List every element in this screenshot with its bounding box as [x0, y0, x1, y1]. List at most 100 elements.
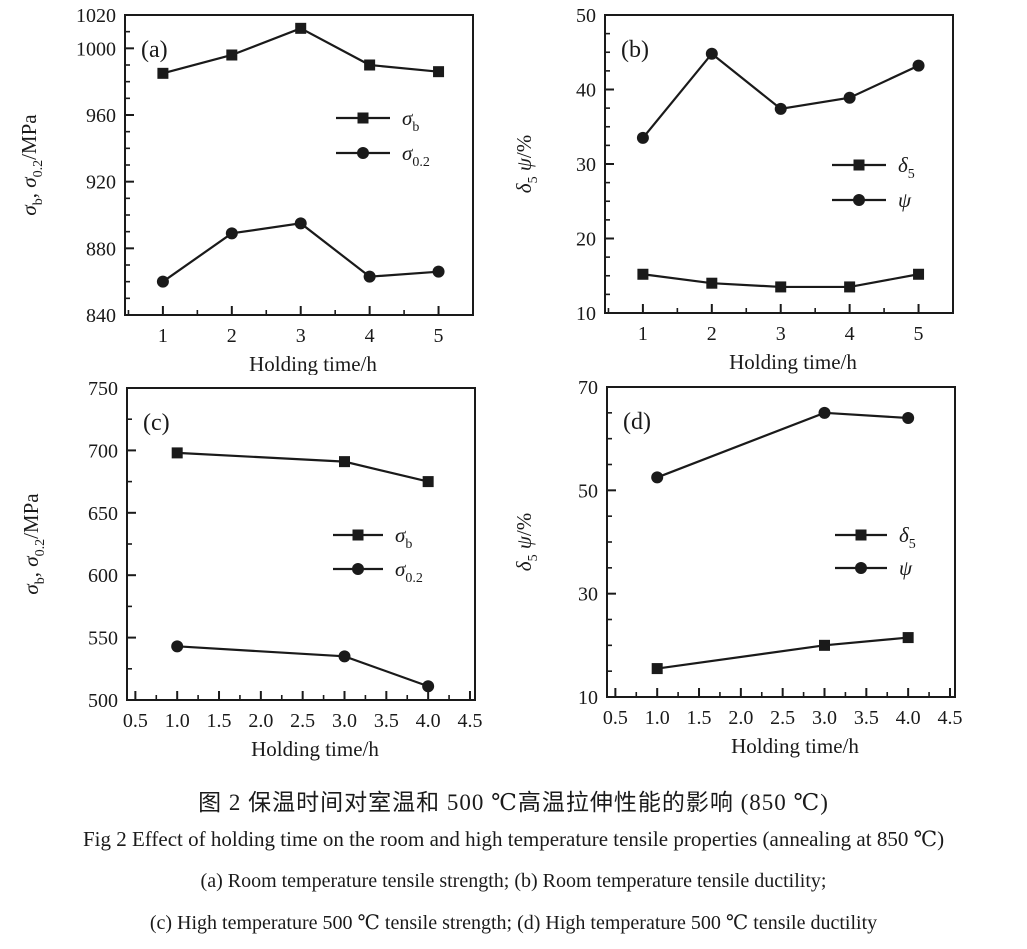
- panel-label-a: (a): [141, 37, 168, 63]
- series-delta-5-marker: [902, 632, 914, 644]
- series-delta-5-marker: [913, 268, 925, 280]
- series-sigma-0-2-marker: [363, 270, 376, 283]
- x-axis-title: Holding time/h: [249, 352, 377, 375]
- series-delta-5-marker: [651, 663, 663, 675]
- y-tick-label: 960: [86, 105, 116, 127]
- x-tick-label: 0.5: [603, 707, 628, 729]
- series-delta-5-marker: [819, 639, 830, 651]
- series-sigma-0-2-marker: [432, 265, 445, 278]
- x-tick-label: 3.5: [854, 707, 879, 729]
- series-sigma-b-marker: [171, 447, 183, 459]
- caption-english: Fig 2 Effect of holding time on the room…: [82, 827, 945, 851]
- series-sigma-b-marker: [364, 59, 376, 71]
- legend-label-sigma-0-2: σ0.2: [402, 141, 430, 170]
- y-tick-label: 70: [578, 377, 598, 399]
- series-psi-marker: [774, 102, 787, 115]
- series-psi-marker: [912, 59, 925, 72]
- series-sigma-b-marker: [422, 476, 434, 488]
- x-tick-label: 3: [776, 323, 786, 345]
- legend-label-sigma-0-2: σ0.2: [395, 557, 423, 586]
- series-delta-5-marker: [637, 268, 649, 280]
- panel-label-b: (b): [621, 37, 649, 63]
- series-sigma-b-marker: [295, 22, 307, 34]
- series-psi-marker: [818, 406, 831, 419]
- x-tick-label: 5: [914, 323, 924, 345]
- series-sigma-0-2-marker: [338, 650, 351, 663]
- y-tick-label: 500: [88, 690, 118, 712]
- x-tick-label: 4.0: [416, 710, 441, 732]
- x-tick-label: 2.0: [248, 710, 273, 732]
- legend-label-delta-5: δ5: [899, 523, 916, 552]
- y-axis-title: δ5 ψ/%: [514, 135, 541, 193]
- x-tick-label: 1: [158, 325, 168, 347]
- x-tick-label: 4.5: [457, 710, 482, 732]
- legend-label-psi: ψ: [899, 556, 913, 580]
- y-tick-label: 600: [88, 565, 118, 587]
- x-tick-label: 4: [845, 323, 855, 345]
- y-tick-label: 750: [88, 378, 118, 400]
- x-tick-label: 2.0: [728, 707, 753, 729]
- x-tick-label: 4.5: [937, 707, 962, 729]
- series-psi-line: [642, 52, 920, 139]
- x-tick-label: 2: [227, 325, 237, 347]
- y-tick-label: 30: [578, 584, 598, 606]
- series-delta-5-marker: [844, 281, 856, 293]
- series-sigma-0-2-marker: [225, 227, 238, 240]
- y-tick-label: 920: [86, 172, 116, 194]
- y-tick-label: 10: [576, 303, 596, 325]
- caption-subplots-cd: (c) High temperature 500 ℃ tensile stren…: [149, 912, 878, 934]
- caption-subplots-ab: (a) Room temperature tensile strength; (…: [200, 870, 827, 892]
- series-sigma-0-2-marker: [156, 275, 169, 288]
- caption-chinese: 图 2 保温时间对室温和 500 ℃高温拉伸性能的影响 (850 ℃): [198, 790, 829, 815]
- series-sigma-b-marker: [433, 66, 445, 78]
- series-delta-5-line: [657, 636, 909, 670]
- series-psi-marker: [651, 471, 664, 484]
- legend-marker-delta-5: [853, 159, 865, 171]
- subplot-a: 1 2 3 4 5 840 880 920 960 1000 1020 Holding time/h σ…: [17, 5, 474, 375]
- subplot-c: 0.5 1.0 1.5 2.0 2.5 3.0 3.5 4.0 4.5 500 550 600 650 7…: [19, 378, 482, 761]
- y-tick-label: 10: [578, 687, 598, 709]
- y-tick-label: 50: [578, 480, 598, 502]
- series-sigma-0-2-marker: [294, 217, 307, 230]
- y-tick-label: 1000: [76, 38, 116, 60]
- y-tick-label: 840: [86, 305, 116, 327]
- x-tick-label: 2.5: [290, 710, 315, 732]
- series-psi-marker: [902, 412, 915, 424]
- x-tick-label: 3.5: [374, 710, 399, 732]
- x-tick-label: 2: [707, 323, 717, 345]
- y-tick-label: 50: [576, 5, 596, 27]
- x-tick-label: 1.0: [165, 710, 190, 732]
- series-sigma-b-marker: [157, 67, 169, 79]
- y-tick-label: 700: [88, 440, 118, 462]
- x-tick-label: 1.5: [207, 710, 232, 732]
- y-axis-title: σb, σ0.2/MPa: [19, 493, 48, 595]
- x-axis-title: Holding time/h: [731, 734, 859, 758]
- x-tick-label: 4.0: [896, 707, 921, 729]
- series-sigma-b-line: [177, 451, 429, 483]
- panel-label-d: (d): [623, 409, 651, 435]
- y-tick-label: 20: [576, 229, 596, 251]
- series-psi-marker: [636, 131, 649, 144]
- series-delta-5-marker: [775, 281, 787, 293]
- series-sigma-0-2-line: [177, 645, 429, 688]
- y-axis-title: δ5 ψ/%: [514, 513, 541, 571]
- y-tick-label: 40: [576, 80, 596, 102]
- x-tick-label: 4: [365, 325, 375, 347]
- legend-marker-sigma-b: [352, 529, 364, 541]
- x-tick-label: 3.0: [812, 707, 837, 729]
- legend-label-sigma-b: σb: [395, 523, 412, 552]
- y-tick-label: 650: [88, 503, 118, 525]
- x-tick-label: 2.5: [770, 707, 795, 729]
- series-psi-line: [656, 411, 909, 479]
- panel-label-c: (c): [143, 410, 170, 436]
- series-sigma-0-2-line: [162, 222, 439, 283]
- subplot-b: 1 2 3 4 5 10 20 30 40 50 Holding time/h δ5 ψ/% δ5 ψ (b…: [514, 5, 954, 374]
- x-tick-label: 5: [434, 325, 444, 347]
- series-sigma-b-marker: [339, 456, 350, 468]
- y-tick-label: 550: [88, 628, 118, 650]
- y-tick-label: 1020: [76, 5, 116, 27]
- x-tick-label: 0.5: [123, 710, 148, 732]
- legend-label-sigma-b: σb: [402, 106, 419, 135]
- series-sigma-b-line: [162, 27, 439, 75]
